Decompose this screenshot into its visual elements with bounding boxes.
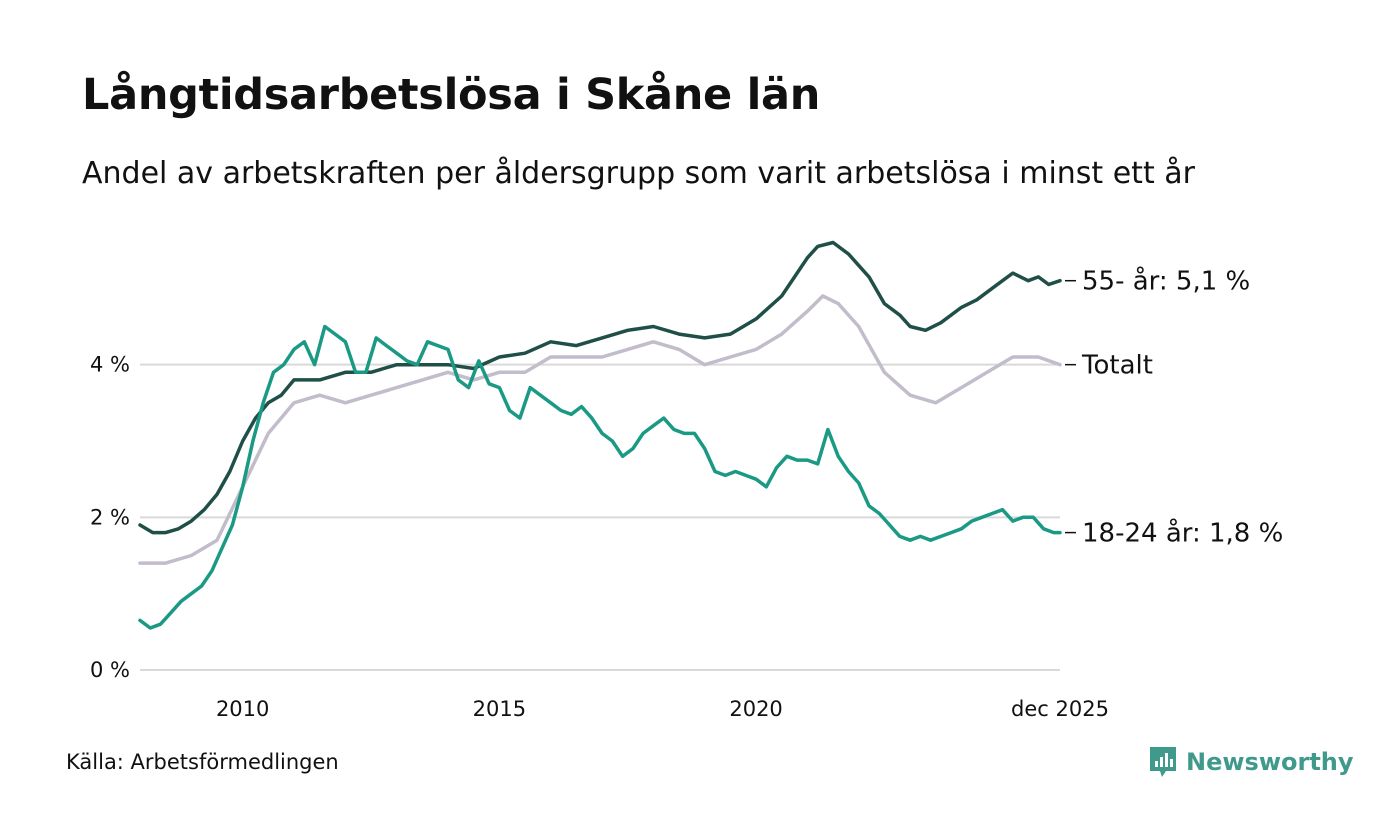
source-note: Källa: Arbetsförmedlingen [66,750,339,774]
x-tick-label: dec 2025 [1011,697,1109,721]
y-tick-label: 0 % [90,658,130,682]
x-tick-label: 2020 [729,697,782,721]
chart-title: Långtidsarbetslösa i Skåne län [82,70,821,120]
chart-subtitle: Andel av arbetskraften per åldersgrupp s… [82,156,1195,191]
newsworthy-logo: Newsworthy [1148,744,1354,780]
grid-layer [140,363,1060,671]
x-tick-label: 2015 [473,697,526,721]
end-label-s1824: 18-24 år: 1,8 % [1082,518,1283,549]
series-layer [138,240,1062,630]
y-tick-label: 2 % [90,505,130,529]
newsworthy-logo-text: Newsworthy [1186,748,1354,776]
y-tick-label: 4 % [90,353,130,377]
label-layer: 0 % 2 % 4 % 2010 2015 2020 dec 2025 Totalt 55- å… [90,266,1283,721]
end-label-total: Totalt [1081,351,1153,381]
series-line-s55 [138,240,1062,535]
newsworthy-logo-icon [1150,747,1176,777]
x-tick-label: 2010 [216,697,269,721]
series-line-total [138,294,1062,565]
end-label-s55: 55- år: 5,1 % [1082,266,1250,297]
series-line-s1824 [138,324,1062,630]
